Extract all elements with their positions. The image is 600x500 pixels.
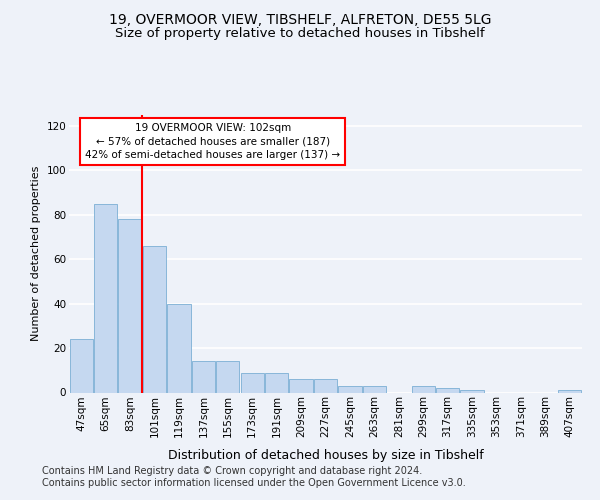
- Y-axis label: Number of detached properties: Number of detached properties: [31, 166, 41, 342]
- Text: Contains public sector information licensed under the Open Government Licence v3: Contains public sector information licen…: [42, 478, 466, 488]
- Bar: [436, 388, 459, 392]
- Bar: [265, 372, 288, 392]
- Bar: [338, 386, 362, 392]
- Bar: [241, 372, 264, 392]
- Bar: [289, 379, 313, 392]
- Text: 19 OVERMOOR VIEW: 102sqm
← 57% of detached houses are smaller (187)
42% of semi-: 19 OVERMOOR VIEW: 102sqm ← 57% of detach…: [85, 124, 340, 160]
- Bar: [118, 220, 142, 392]
- Bar: [314, 379, 337, 392]
- Bar: [363, 386, 386, 392]
- X-axis label: Distribution of detached houses by size in Tibshelf: Distribution of detached houses by size …: [167, 448, 484, 462]
- Bar: [70, 339, 93, 392]
- Bar: [167, 304, 191, 392]
- Bar: [412, 386, 435, 392]
- Text: Size of property relative to detached houses in Tibshelf: Size of property relative to detached ho…: [115, 28, 485, 40]
- Bar: [216, 362, 239, 392]
- Text: 19, OVERMOOR VIEW, TIBSHELF, ALFRETON, DE55 5LG: 19, OVERMOOR VIEW, TIBSHELF, ALFRETON, D…: [109, 12, 491, 26]
- Bar: [192, 362, 215, 392]
- Bar: [558, 390, 581, 392]
- Bar: [94, 204, 117, 392]
- Bar: [460, 390, 484, 392]
- Text: Contains HM Land Registry data © Crown copyright and database right 2024.: Contains HM Land Registry data © Crown c…: [42, 466, 422, 476]
- Bar: [143, 246, 166, 392]
